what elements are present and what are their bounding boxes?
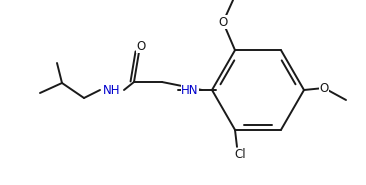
Text: HN: HN [181,83,199,97]
Text: O: O [320,82,329,95]
Text: O: O [137,40,146,53]
Text: NH: NH [103,83,121,97]
Text: Cl: Cl [234,148,246,161]
Text: O: O [219,16,228,29]
